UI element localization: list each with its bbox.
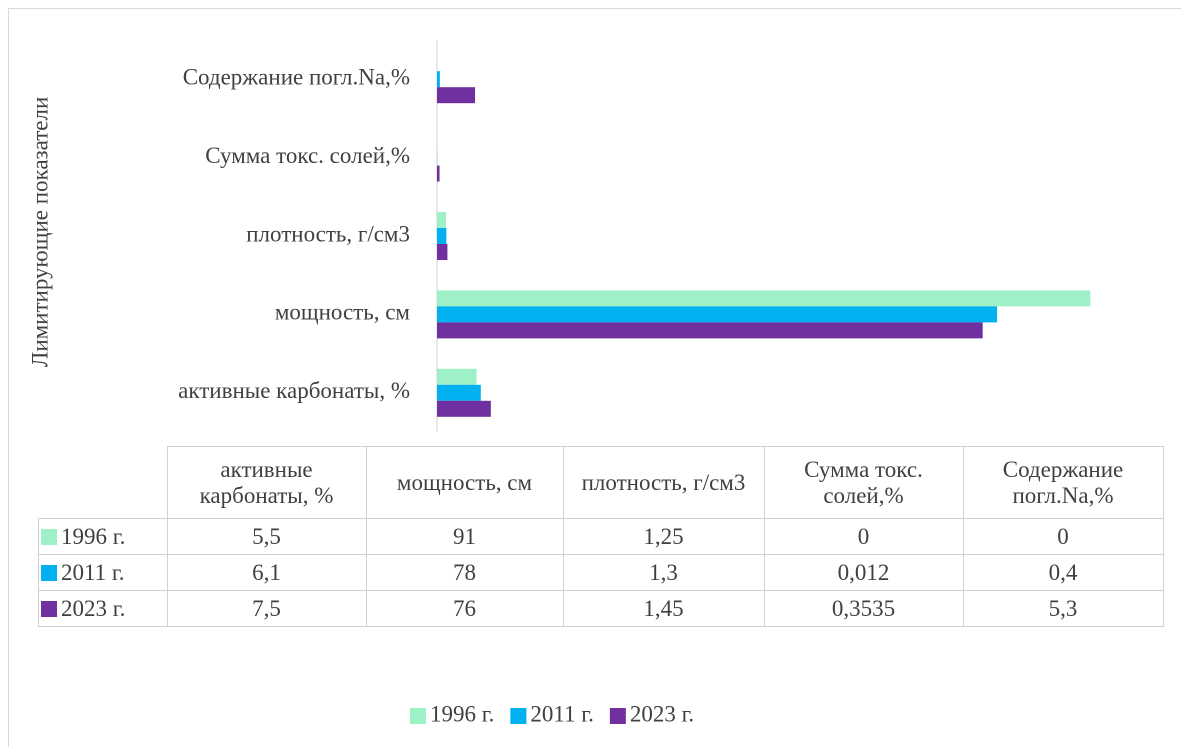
bar bbox=[437, 165, 440, 182]
legend-label: 1996 г. bbox=[430, 701, 494, 726]
table-cell: 0 bbox=[763, 518, 964, 555]
table-cell: 5,3 bbox=[962, 590, 1164, 627]
bar bbox=[437, 384, 481, 401]
legend-swatch bbox=[41, 564, 57, 581]
row-header: 2011 г. bbox=[38, 554, 168, 591]
legend-swatch bbox=[41, 528, 57, 545]
bar bbox=[437, 290, 1091, 307]
table-cell: 0,3535 bbox=[763, 590, 964, 627]
table-cell: 6,1 bbox=[166, 554, 367, 591]
table-cell: 78 bbox=[365, 554, 564, 591]
table-cell: 0,012 bbox=[763, 554, 964, 591]
table-cell: 1,3 bbox=[562, 554, 765, 591]
legend-label: 2023 г. bbox=[630, 701, 694, 726]
legend-swatch bbox=[510, 708, 527, 724]
column-header: Содержание погл.Na,% bbox=[962, 446, 1164, 519]
table-cell: 5,5 bbox=[166, 518, 367, 555]
table-cell: 1,25 bbox=[562, 518, 765, 555]
bar bbox=[437, 400, 491, 417]
table-header-row: активные карбонаты, % мощность, см плотнос… bbox=[38, 446, 1164, 519]
legend-label: 2011 г. bbox=[530, 701, 594, 726]
legend-swatch bbox=[609, 708, 626, 724]
bar bbox=[437, 322, 983, 339]
table-cell: 0,4 bbox=[962, 554, 1164, 591]
bar bbox=[437, 244, 448, 260]
table-corner bbox=[38, 446, 168, 519]
row-header: 2023 г. bbox=[38, 590, 168, 627]
legend-swatch bbox=[410, 708, 426, 724]
column-header: активные карбонаты, % bbox=[166, 446, 367, 519]
table-row: 1996 г. 5,5 91 1,25 0 0 bbox=[38, 518, 1164, 555]
bar bbox=[437, 71, 440, 88]
y-tick-label: мощность, см bbox=[275, 300, 411, 325]
column-header: плотность, г/см3 bbox=[562, 446, 765, 519]
chart-border bbox=[8, 8, 1181, 747]
data-table: активные карбонаты, % мощность, см плотнос… bbox=[38, 446, 1164, 627]
y-tick-label: Содержание погл.Na,% bbox=[183, 64, 410, 89]
table-cell: 76 bbox=[365, 590, 564, 627]
column-header: Сумма токс. солей,% bbox=[763, 446, 964, 519]
bar bbox=[437, 87, 476, 104]
legend-swatch bbox=[41, 600, 57, 617]
table-row: 2023 г. 7,5 76 1,45 0,3535 5,3 bbox=[38, 590, 1164, 627]
bar bbox=[437, 228, 447, 244]
y-tick-label: плотность, г/см3 bbox=[246, 221, 410, 246]
row-label: 2011 г. bbox=[61, 559, 125, 585]
bar bbox=[437, 368, 477, 385]
table-cell: 91 bbox=[365, 518, 564, 555]
table-cell: 1,45 bbox=[562, 590, 765, 627]
bar bbox=[437, 212, 446, 228]
row-header: 1996 г. bbox=[38, 518, 168, 555]
y-tick-label: Сумма токс. солей,% bbox=[205, 143, 410, 168]
table-cell: 7,5 bbox=[166, 590, 367, 627]
y-axis-label: Лимитирующие показатели bbox=[27, 97, 52, 368]
row-label: 2023 г. bbox=[61, 595, 126, 621]
row-label: 1996 г. bbox=[61, 523, 126, 549]
table-row: 2011 г. 6,1 78 1,3 0,012 0,4 bbox=[38, 554, 1164, 591]
y-tick-label: активные карбонаты, % bbox=[178, 378, 410, 403]
table-cell: 0 bbox=[962, 518, 1164, 555]
column-header: мощность, см bbox=[365, 446, 564, 519]
bar bbox=[437, 306, 998, 323]
